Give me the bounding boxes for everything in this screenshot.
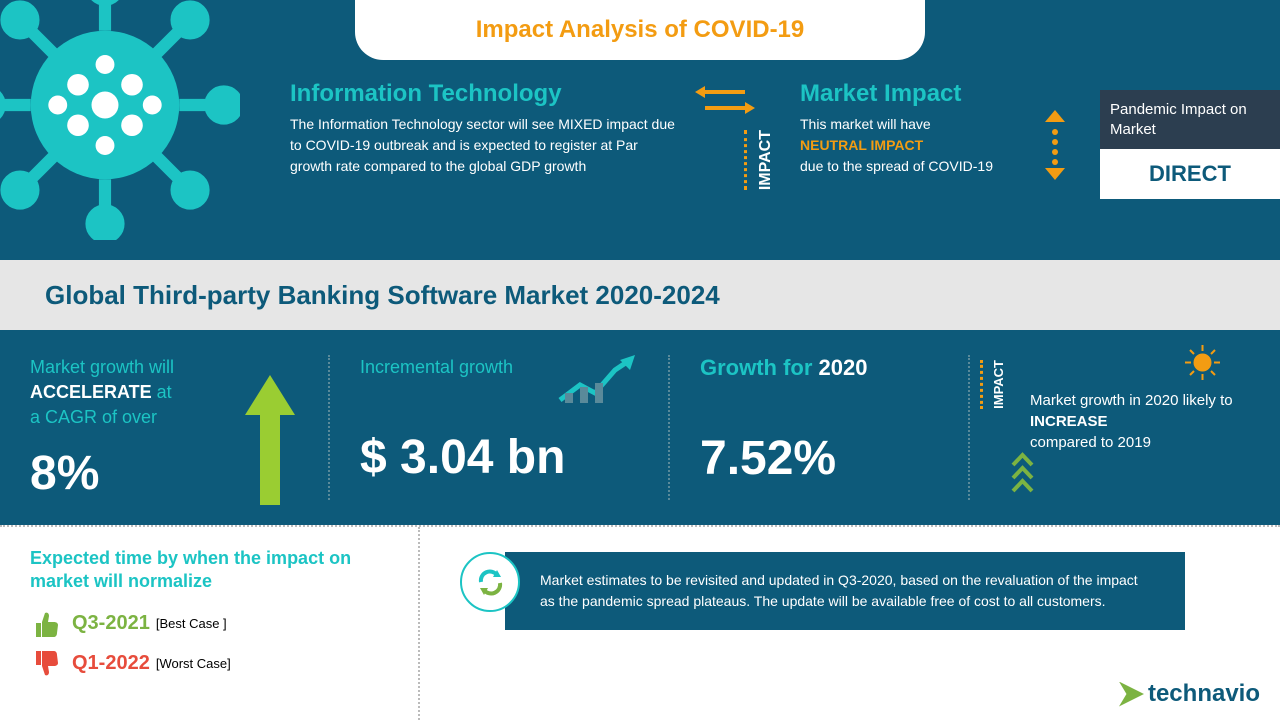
best-case-value: Q3-2021: [72, 612, 150, 635]
metric-growth-value: 7.52%: [700, 431, 940, 486]
metric-impact-content: Market growth in 2020 likely to INCREASE…: [1000, 390, 1250, 453]
top-section: Impact Analysis of COVID-19 Information …: [0, 0, 1280, 260]
market-impact-body: This market will have NEUTRAL IMPACT due…: [800, 114, 1030, 177]
note-text: Market estimates to be revisited and upd…: [505, 552, 1185, 630]
title-bar: Global Third-party Banking Software Mark…: [0, 260, 1280, 330]
up-down-arrows-icon: [1040, 110, 1070, 180]
info-tech-body: The Information Technology sector will s…: [290, 114, 680, 177]
bottom-section: Expected time by when the impact on mark…: [0, 525, 1280, 720]
impact-vertical-label: IMPACT: [980, 360, 1006, 409]
pandemic-impact-box: Pandemic Impact on Market DIRECT: [1100, 90, 1280, 199]
info-tech-block: Information Technology The Information T…: [290, 80, 680, 260]
metric-incremental: Incremental growth $ 3.04 bn: [330, 330, 670, 525]
chevrons-up-icon: [1010, 450, 1035, 495]
arrow-up-icon: [245, 375, 295, 505]
technavio-logo: technavio: [1119, 680, 1260, 708]
best-case-note: [Best Case ]: [156, 616, 227, 631]
growth-chart-icon: [555, 355, 635, 405]
normalize-box: Expected time by when the impact on mark…: [0, 527, 420, 720]
market-impact-line1: This market will have: [800, 116, 931, 132]
best-case-row: Q3-2021 [Best Case ]: [30, 609, 388, 639]
market-impact-block: Market Impact This market will have NEUT…: [800, 80, 1030, 177]
worst-case-row: Q1-2022 [Worst Case]: [30, 649, 388, 679]
thumbs-down-icon: [30, 649, 60, 679]
market-impact-line2: due to the spread of COVID-19: [800, 158, 993, 174]
pandemic-title: Pandemic Impact on Market: [1100, 90, 1280, 149]
market-impact-highlight: NEUTRAL IMPACT: [800, 137, 923, 153]
metric-impact-text: Market growth in 2020 likely to INCREASE…: [1030, 390, 1250, 453]
worst-case-note: [Worst Case]: [156, 656, 231, 671]
logo-text: technavio: [1148, 680, 1260, 708]
impact-label-vertical: IMPACT: [744, 130, 775, 190]
exchange-arrows-icon: [690, 80, 760, 120]
logo-arrow-icon: [1119, 682, 1144, 707]
info-tech-title: Information Technology: [290, 80, 680, 108]
market-impact-title: Market Impact: [800, 80, 1030, 108]
title-bar-text: Global Third-party Banking Software Mark…: [45, 280, 720, 311]
virus-small-icon: [1185, 345, 1220, 380]
top-content: Information Technology The Information T…: [0, 0, 1280, 260]
worst-case-value: Q1-2022: [72, 652, 150, 675]
pandemic-value: DIRECT: [1100, 149, 1280, 199]
thumbs-up-icon: [30, 609, 60, 639]
metric-growth-2020: Growth for 2020 7.52%: [670, 330, 970, 525]
infographic-container: Impact Analysis of COVID-19 Information …: [0, 0, 1280, 720]
metric-impact: IMPACT Market growth in 2020 likely to I…: [970, 330, 1280, 525]
metric-growth-label: Growth for 2020: [700, 355, 940, 381]
metric-cagr: Market growth will ACCELERATE at a CAGR …: [0, 330, 330, 525]
metrics-section: Market growth will ACCELERATE at a CAGR …: [0, 330, 1280, 525]
refresh-icon: [460, 552, 520, 612]
normalize-title: Expected time by when the impact on mark…: [30, 547, 388, 594]
metric-incremental-value: $ 3.04 bn: [360, 430, 640, 485]
